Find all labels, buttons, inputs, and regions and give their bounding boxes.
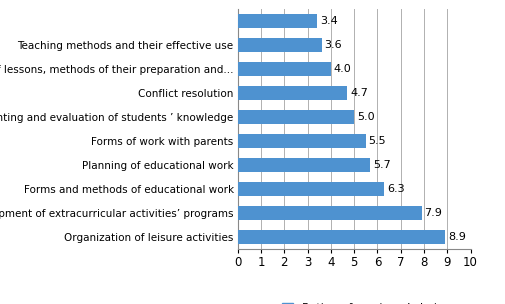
Bar — [237, 62, 330, 76]
Text: 5.5: 5.5 — [368, 136, 385, 146]
Bar — [237, 158, 370, 172]
Text: 5.7: 5.7 — [373, 160, 390, 170]
Text: 8.9: 8.9 — [447, 232, 465, 242]
Bar — [237, 206, 421, 220]
Bar — [237, 38, 321, 52]
Bar — [237, 14, 316, 28]
Text: 4.0: 4.0 — [333, 64, 351, 74]
Text: 3.6: 3.6 — [324, 40, 341, 50]
Text: 4.7: 4.7 — [349, 88, 367, 98]
Legend: Rating of seminars’ choice: Rating of seminars’ choice — [277, 298, 453, 304]
Bar — [237, 110, 354, 124]
Bar — [237, 230, 444, 244]
Text: 3.4: 3.4 — [319, 16, 337, 26]
Bar — [237, 134, 365, 148]
Text: 6.3: 6.3 — [386, 184, 404, 194]
Bar — [237, 182, 384, 196]
Text: 7.9: 7.9 — [424, 208, 441, 218]
Bar — [237, 86, 346, 100]
Text: 5.0: 5.0 — [357, 112, 374, 122]
